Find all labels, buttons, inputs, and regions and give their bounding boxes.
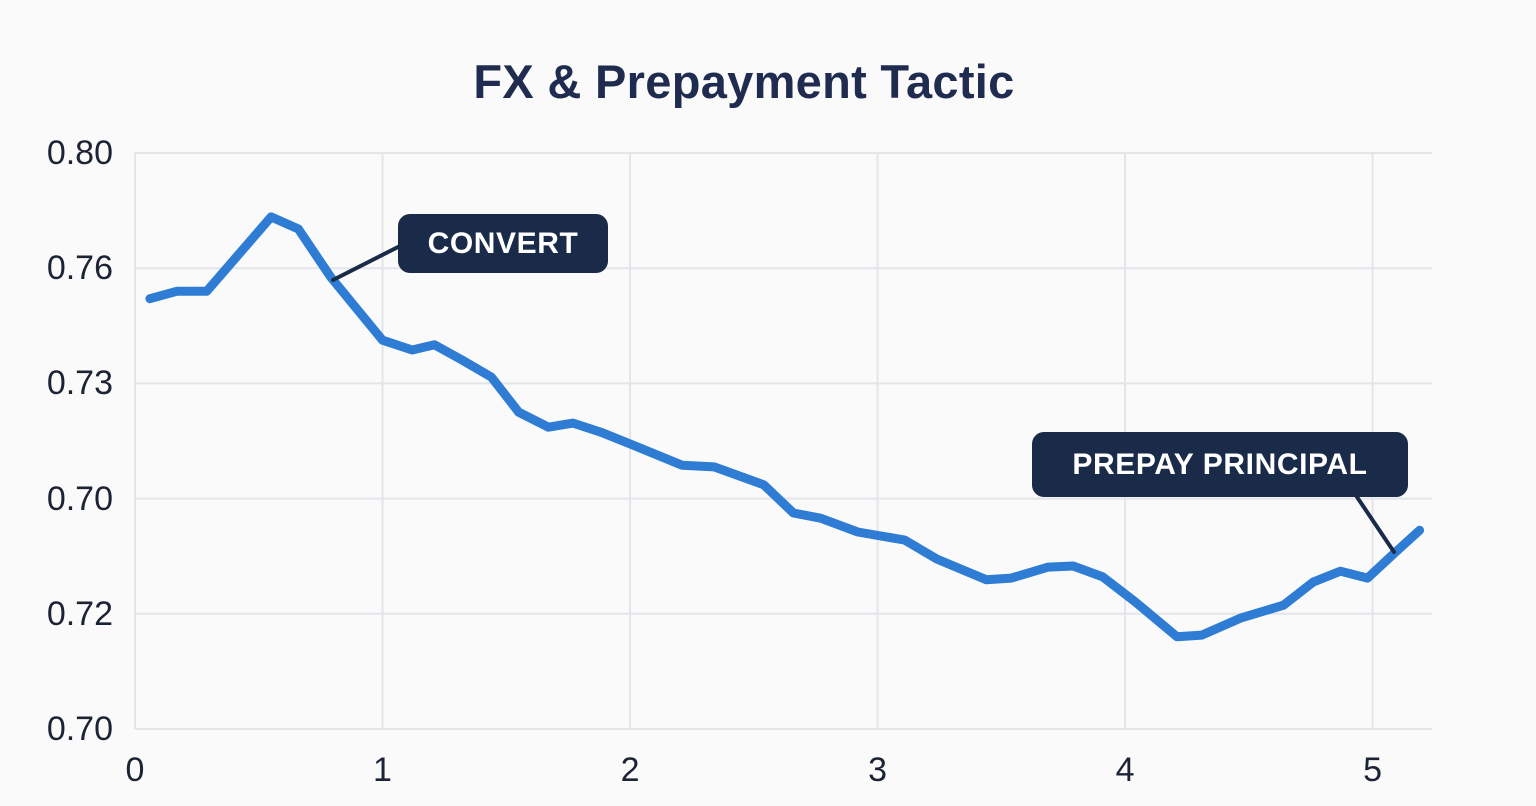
annotation-label: PREPAY PRINCIPAL (1072, 447, 1368, 481)
x-tick-label: 0 (125, 751, 145, 789)
y-tick-label: 0.73 (46, 364, 113, 403)
y-tick-label: 0.70 (46, 710, 113, 748)
annotation-connectors (331, 245, 1396, 554)
annotation-connector-convert (331, 245, 400, 282)
y-tick-label: 0.72 (46, 594, 113, 633)
y-tick-label: 0.76 (46, 249, 113, 288)
x-tick-label: 2 (620, 751, 640, 789)
annotation-prepay-principal: PREPAY PRINCIPAL (1032, 432, 1408, 497)
x-tick-label: 4 (1115, 751, 1135, 789)
x-tick-label: 5 (1363, 751, 1383, 789)
annotation-label: CONVERT (427, 226, 579, 260)
chart-title: FX & Prepayment Tactic (473, 55, 1015, 108)
x-tick-label: 3 (868, 751, 887, 789)
annotation-convert: CONVERT (398, 214, 608, 273)
y-tick-label: 0.80 (46, 134, 113, 172)
y-tick-label: 0.70 (46, 479, 113, 518)
fx-rate-line (145, 212, 1425, 642)
annotation-connector-prepay-principal (1355, 495, 1396, 554)
x-tick-label: 1 (373, 751, 392, 789)
series-line (145, 212, 1425, 642)
